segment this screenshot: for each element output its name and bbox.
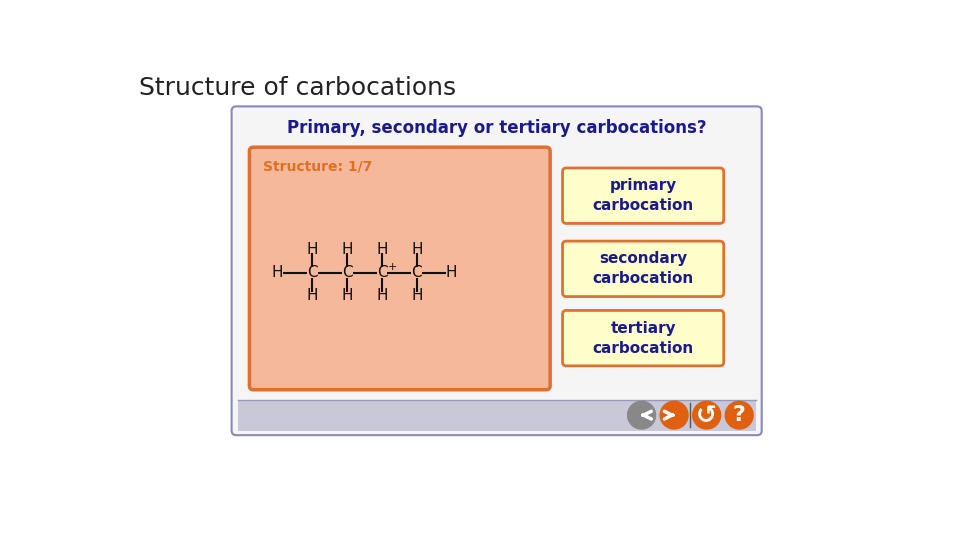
Text: C: C: [376, 265, 387, 280]
FancyBboxPatch shape: [563, 241, 724, 296]
Text: C: C: [412, 265, 422, 280]
Text: H: H: [411, 242, 422, 257]
FancyBboxPatch shape: [250, 147, 550, 390]
Text: C: C: [342, 265, 352, 280]
Text: H: H: [446, 265, 458, 280]
Text: Structure of carbocations: Structure of carbocations: [139, 76, 457, 100]
Text: ↺: ↺: [696, 404, 717, 428]
Circle shape: [693, 401, 721, 429]
FancyBboxPatch shape: [563, 310, 724, 366]
Text: +: +: [388, 261, 397, 272]
Text: H: H: [272, 265, 283, 280]
Text: ?: ?: [732, 405, 746, 425]
Text: H: H: [376, 288, 388, 303]
FancyBboxPatch shape: [563, 168, 724, 224]
Text: H: H: [306, 288, 318, 303]
Text: secondary
carbocation: secondary carbocation: [592, 252, 694, 286]
FancyBboxPatch shape: [231, 106, 761, 435]
FancyBboxPatch shape: [238, 400, 756, 430]
Text: H: H: [342, 242, 353, 257]
Circle shape: [628, 401, 656, 429]
Text: H: H: [306, 242, 318, 257]
Text: H: H: [376, 242, 388, 257]
Circle shape: [660, 401, 688, 429]
Text: primary
carbocation: primary carbocation: [592, 178, 694, 213]
Text: H: H: [342, 288, 353, 303]
Text: C: C: [307, 265, 318, 280]
Text: Primary, secondary or tertiary carbocations?: Primary, secondary or tertiary carbocati…: [287, 119, 707, 137]
Circle shape: [725, 401, 754, 429]
Text: tertiary
carbocation: tertiary carbocation: [592, 321, 694, 355]
Text: H: H: [411, 288, 422, 303]
Text: Structure: 1/7: Structure: 1/7: [263, 159, 372, 173]
